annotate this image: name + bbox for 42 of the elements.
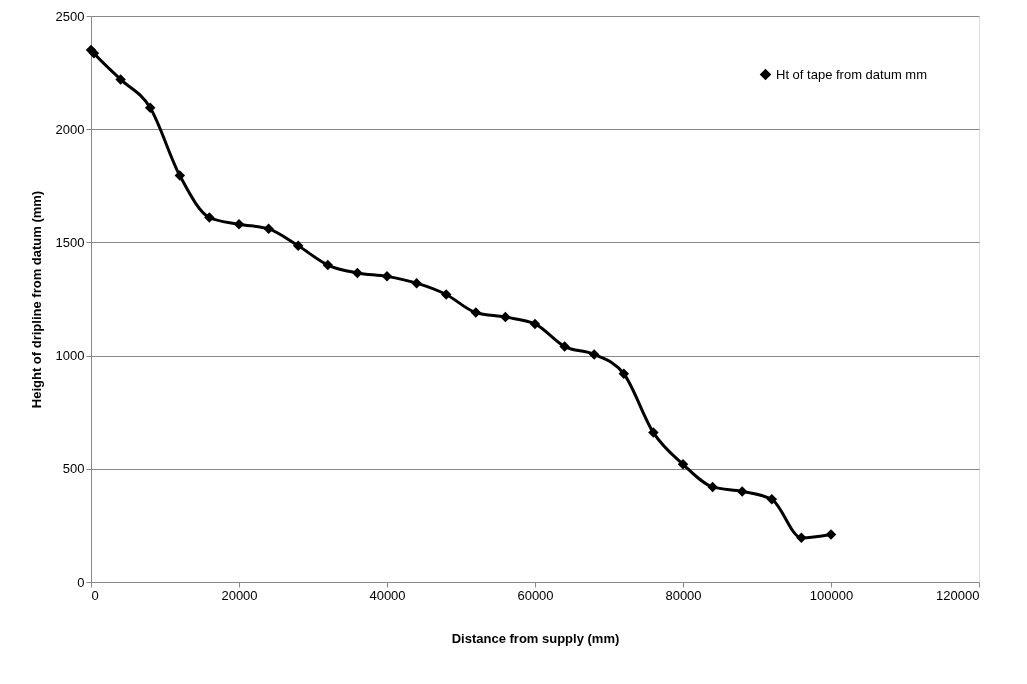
y-tick-label: 2500 — [55, 8, 85, 24]
point — [292, 240, 304, 252]
point — [500, 311, 511, 323]
point — [381, 271, 393, 282]
point — [707, 481, 718, 493]
point — [825, 529, 837, 540]
y-tick-label: 1000 — [55, 348, 85, 364]
y-tick-label: 0 — [77, 574, 85, 590]
point — [648, 427, 659, 438]
x-tick-label: 100000 — [809, 587, 854, 603]
point — [440, 289, 452, 300]
point — [677, 459, 689, 470]
y-tick-label: 1500 — [55, 234, 85, 250]
point — [588, 349, 600, 360]
x-axis-title: Distance from supply (mm) — [451, 630, 620, 646]
x-tick-label: 80000 — [665, 587, 702, 603]
legend-label: Ht of tape from datum mm — [776, 66, 927, 82]
x-tick-label: 120000 — [936, 587, 980, 603]
point — [411, 277, 422, 289]
point — [204, 212, 215, 223]
y-tick-label: 2000 — [55, 121, 85, 137]
point — [352, 267, 363, 279]
x-tick-label: 40000 — [369, 587, 406, 603]
point — [144, 102, 156, 113]
y-tick-label: 500 — [62, 461, 85, 477]
point — [470, 307, 482, 318]
x-tick-label: 60000 — [517, 587, 554, 603]
x-tick-label: 0 — [91, 587, 99, 603]
point — [529, 318, 541, 330]
x-tick-label: 20000 — [221, 587, 258, 603]
point — [88, 48, 100, 59]
point — [115, 74, 126, 85]
point — [559, 341, 570, 352]
point — [233, 219, 245, 230]
point — [766, 494, 778, 505]
y-axis-title: Height of dripline from datum (mm) — [28, 190, 44, 409]
point — [263, 223, 274, 235]
point — [322, 259, 334, 271]
point — [618, 368, 630, 379]
point — [174, 170, 186, 181]
point — [796, 532, 807, 544]
point — [736, 486, 748, 497]
